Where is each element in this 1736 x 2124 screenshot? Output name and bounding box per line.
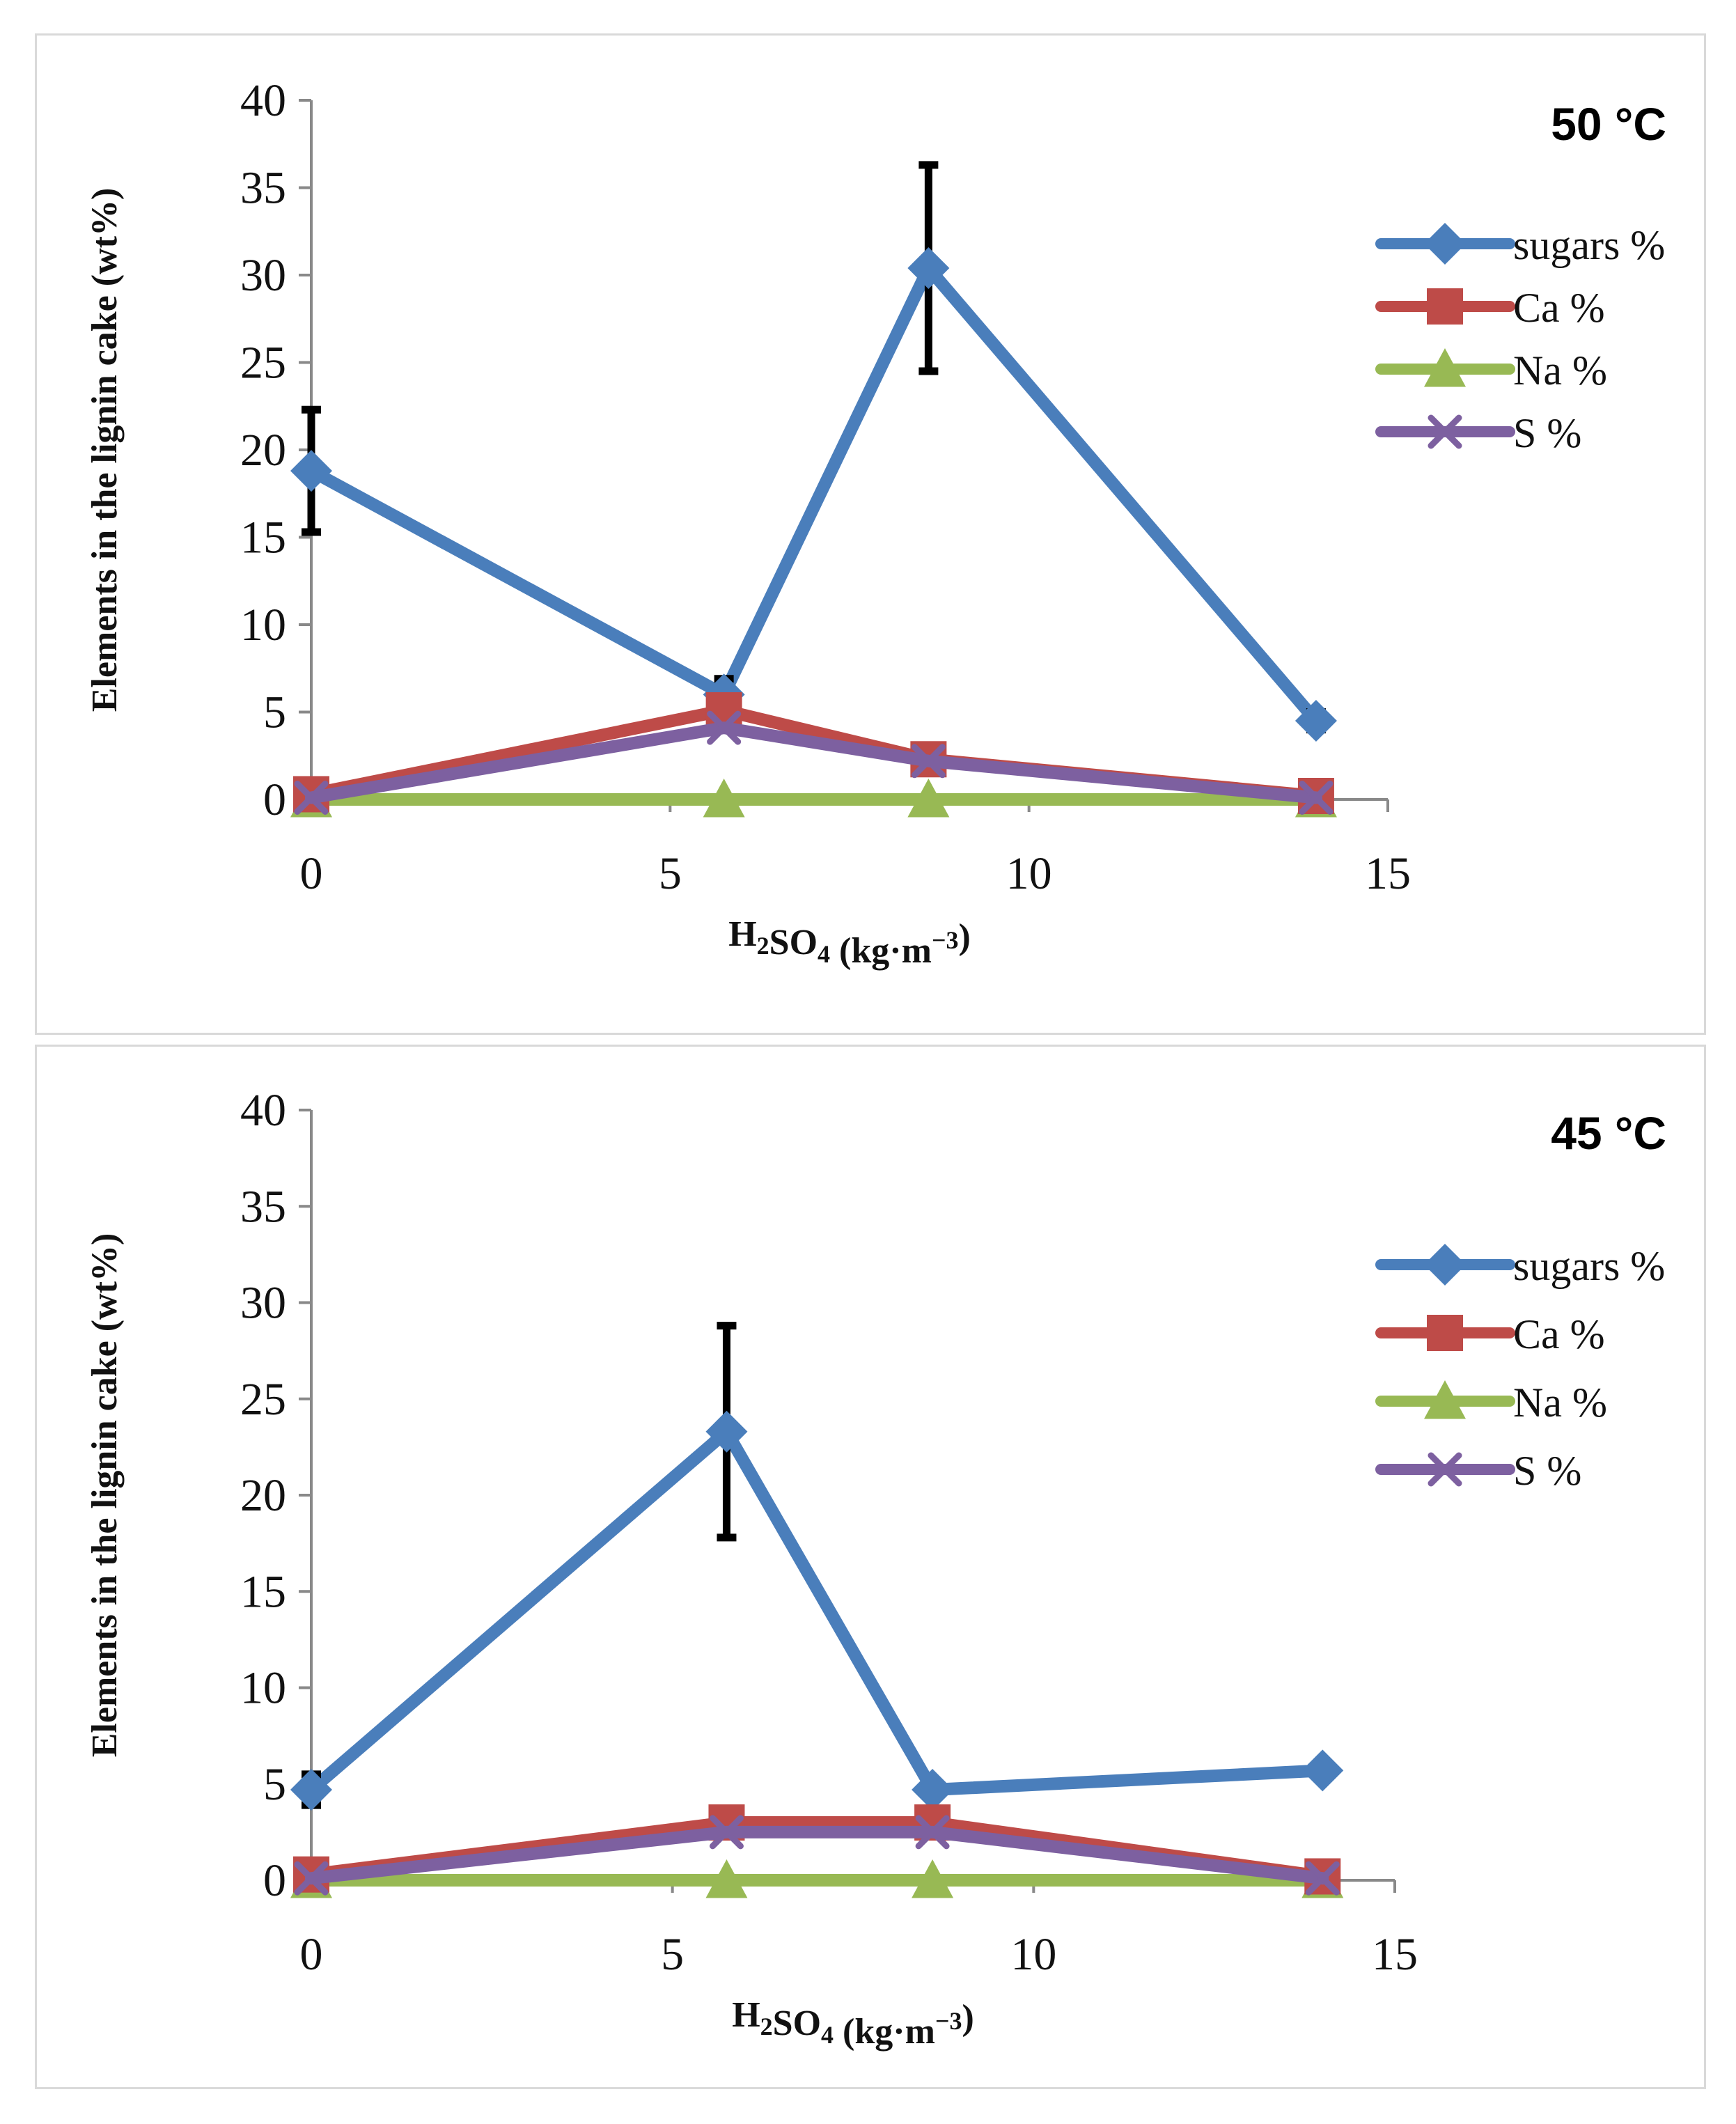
series-s xyxy=(294,710,1334,815)
data-point-sugars xyxy=(1295,700,1337,742)
legend-label: Ca % xyxy=(1513,1311,1605,1357)
legend-item-ca: Ca % xyxy=(1375,1311,1605,1357)
axes: 0 5 10 15 20 25 30 35 40 0 5 10 15 xyxy=(240,75,1411,899)
series-line-s xyxy=(305,1825,1329,1885)
x-tick-label: 15 xyxy=(1372,1929,1418,1980)
y-tick-label: 10 xyxy=(240,600,286,650)
data-point-sugars xyxy=(907,247,950,289)
legend-label: Na % xyxy=(1513,348,1607,393)
legend-label: Na % xyxy=(1513,1380,1607,1426)
y-tick-label: 35 xyxy=(240,163,286,214)
legend-label: sugars % xyxy=(1513,222,1665,268)
data-point-s xyxy=(707,710,742,745)
data-point-s xyxy=(709,1815,744,1850)
x-tick-label: 0 xyxy=(300,1929,323,1980)
x-tick-label: 10 xyxy=(1006,848,1052,899)
x-axis-title: H2SO4 (kg·m−3) xyxy=(728,914,971,971)
legend-marker xyxy=(1427,1315,1463,1351)
legend: sugars % Ca % Na % S % xyxy=(1375,1243,1665,1494)
x-tick-label: 0 xyxy=(300,848,323,899)
data-point-s xyxy=(294,780,329,815)
y-tick-label: 5 xyxy=(263,1759,286,1810)
series-sugars xyxy=(290,161,1337,742)
y-tick-label: 25 xyxy=(240,1374,286,1425)
y-tick-label: 0 xyxy=(263,774,286,825)
series-s xyxy=(294,1815,1340,1896)
y-tick-label: 5 xyxy=(263,687,286,738)
data-point-s xyxy=(911,744,946,779)
x-tick-label: 5 xyxy=(659,848,682,899)
y-tick-label: 20 xyxy=(240,1470,286,1521)
y-tick-label: 40 xyxy=(240,75,286,126)
chart-50c: 0 5 10 15 20 25 30 35 40 0 5 10 15 H2SO4 (kg·m−3) Elem… xyxy=(85,75,1666,971)
legend-label: sugars % xyxy=(1513,1243,1665,1289)
y-tick-label: 15 xyxy=(240,513,286,563)
legend-label: S % xyxy=(1513,410,1581,456)
y-tick-label: 30 xyxy=(240,1278,286,1329)
legend-label: S % xyxy=(1513,1448,1581,1494)
y-tick-label: 35 xyxy=(240,1181,286,1232)
legend-marker xyxy=(1428,1452,1462,1487)
data-point-s xyxy=(915,1815,950,1850)
legend-item-ca: Ca % xyxy=(1375,285,1605,331)
x-axis-title: H2SO4 (kg·m−3) xyxy=(732,1995,974,2052)
data-point-s xyxy=(1305,1861,1340,1896)
y-axis-title: Elements in the lignin cake (wt%) xyxy=(85,188,125,712)
chart-title: 45 °C xyxy=(1551,1107,1666,1159)
legend-marker xyxy=(1424,223,1466,265)
y-axis-title: Elements in the lignin cake (wt%) xyxy=(85,1233,125,1758)
legend-label: Ca % xyxy=(1513,285,1605,331)
series-line-s xyxy=(305,721,1322,804)
x-tick-label: 15 xyxy=(1365,848,1411,899)
data-point-na xyxy=(912,1859,954,1898)
data-point-sugars xyxy=(912,1769,954,1811)
y-tick-label: 15 xyxy=(240,1566,286,1617)
series-line-sugars xyxy=(305,261,1322,728)
legend-item-s: S % xyxy=(1375,1448,1581,1494)
data-point-s xyxy=(1299,780,1334,815)
legend-marker xyxy=(1424,1244,1466,1286)
legend-marker xyxy=(1424,348,1466,387)
legend-item-na: Na % xyxy=(1375,1380,1607,1426)
data-point-na xyxy=(703,779,745,818)
data-point-sugars xyxy=(1301,1749,1344,1792)
series-line-sugars xyxy=(305,1425,1329,1797)
y-tick-label: 0 xyxy=(263,1855,286,1906)
data-point-s xyxy=(294,1861,329,1896)
x-tick-label: 10 xyxy=(1010,1929,1056,1980)
data-point-sugars xyxy=(290,450,332,492)
x-tick-label: 5 xyxy=(661,1929,684,1980)
y-tick-label: 40 xyxy=(240,1085,286,1136)
chart-45c: 0 5 10 15 20 25 30 35 40 0 5 10 15 H2SO4 (kg·m−3) Elem… xyxy=(85,1085,1666,2052)
legend-marker xyxy=(1427,288,1463,325)
chart-panel-50c: 0 5 10 15 20 25 30 35 40 0 5 10 15 H2SO4 (kg·m−3) Elem… xyxy=(35,33,1706,1035)
legend: sugars % Ca % Na % S % xyxy=(1375,222,1665,456)
data-point-sugars xyxy=(705,1410,748,1453)
y-tick-label: 30 xyxy=(240,250,286,301)
axes: 0 5 10 15 20 25 30 35 40 0 5 10 15 xyxy=(240,1085,1418,1980)
chart-panel-45c: 0 5 10 15 20 25 30 35 40 0 5 10 15 H2SO4 (kg·m−3) Elem… xyxy=(35,1045,1706,2089)
series-sugars xyxy=(290,1322,1344,1811)
y-tick-label: 10 xyxy=(240,1663,286,1714)
y-tick-label: 20 xyxy=(240,425,286,476)
legend-marker xyxy=(1424,1380,1466,1419)
data-point-na xyxy=(705,1859,748,1898)
legend-item-sugars: sugars % xyxy=(1375,1243,1665,1289)
legend-marker xyxy=(1428,414,1462,449)
data-point-na xyxy=(907,779,950,818)
data-point-sugars xyxy=(290,1769,332,1811)
chart-title: 50 °C xyxy=(1551,98,1666,150)
legend-item-sugars: sugars % xyxy=(1375,222,1665,268)
legend-item-s: S % xyxy=(1375,410,1581,456)
y-tick-label: 25 xyxy=(240,338,286,389)
legend-item-na: Na % xyxy=(1375,348,1607,393)
